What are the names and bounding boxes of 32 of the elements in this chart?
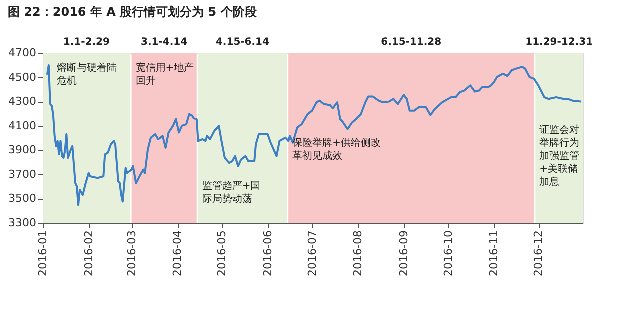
x-tick-label: 2016-03 — [125, 230, 138, 276]
line-series — [46, 64, 583, 206]
x-tick-label: 2016-05 — [216, 230, 229, 276]
annotation: 宽信用+地产回升 — [136, 62, 194, 87]
chart-title: 图 22：2016 年 A 股行情可划分为 5 个阶段 — [8, 5, 258, 19]
x-tick-label: 2016-01 — [36, 230, 50, 276]
band-label: 11.29-12.31 — [526, 37, 594, 48]
y-tick-label: 4100 — [8, 119, 36, 132]
y-tick-label: 3900 — [8, 144, 36, 157]
x-tick-label: 2016-02 — [82, 230, 96, 276]
band-label: 4.15-6.14 — [216, 37, 270, 48]
y-tick-label: 4300 — [8, 95, 36, 108]
x-tick-label: 2016-07 — [306, 230, 319, 276]
y-tick-label: 3500 — [8, 192, 36, 206]
annotation: 证监会对举牌行为加强监管+美联储加息 — [540, 124, 580, 188]
annotation: 保险举牌+供给侧改革初见成效 — [292, 137, 381, 162]
x-tick-label: 2016-12 — [532, 230, 546, 276]
x-tick-label: 2016-04 — [171, 230, 184, 276]
band-label: 3.1-4.14 — [141, 37, 188, 48]
annotation: 熔断与硬着陆危机 — [57, 62, 117, 87]
x-tick-label: 2016-11 — [488, 230, 501, 276]
x-tick-label: 2016-09 — [397, 230, 410, 276]
y-tick-label: 3700 — [8, 168, 36, 181]
x-tick-label: 2016-08 — [352, 230, 365, 276]
y-tick-label: 4500 — [8, 70, 36, 84]
x-tick-label: 2016-06 — [261, 230, 274, 276]
band-label: 6.15-11.28 — [381, 37, 442, 48]
annotation: 监管趋严+国际局势动荡 — [202, 180, 261, 205]
y-tick-label: 3300 — [8, 216, 36, 230]
band-label: 1.1-2.29 — [63, 37, 110, 48]
y-tick-label: 4700 — [8, 46, 36, 60]
x-tick-label: 2016-10 — [442, 230, 455, 276]
